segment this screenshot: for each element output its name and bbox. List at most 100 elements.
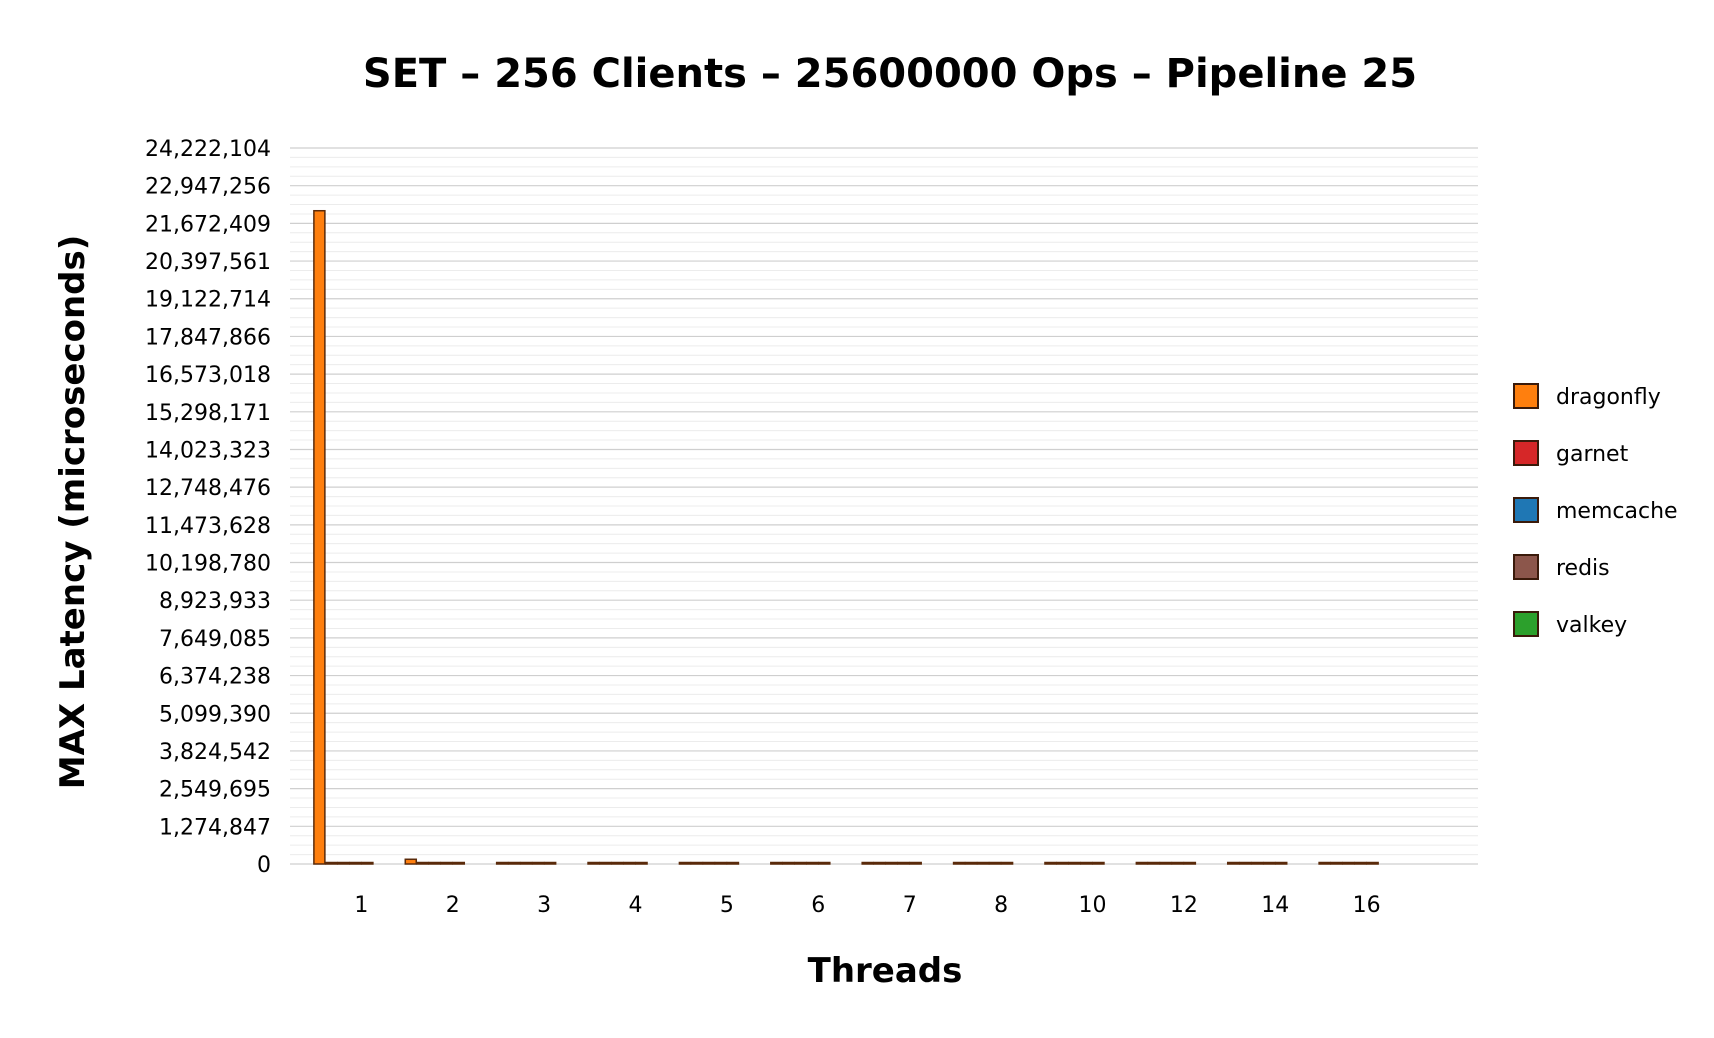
bar-redis-7 — [897, 861, 910, 865]
chart-title: SET – 256 Clients – 25600000 Ops – Pipel… — [363, 51, 1417, 97]
bar-memcache-5 — [702, 861, 716, 865]
bar-redis-1 — [349, 861, 362, 865]
bar-valkey-2 — [452, 861, 466, 865]
y-tick-label: 20,397,561 — [145, 250, 271, 275]
bar-redis-16 — [1354, 861, 1367, 865]
y-tick-label: 2,549,695 — [159, 778, 271, 803]
bar-redis-5 — [714, 861, 728, 865]
legend: dragonfly garnet memcache redis valkey — [1513, 383, 1678, 638]
legend-swatch-memcache — [1513, 497, 1539, 523]
bar-valkey-3 — [543, 861, 557, 865]
bar-valkey-6 — [818, 861, 831, 865]
bar-redis-4 — [623, 861, 636, 865]
bar-garnet-6 — [782, 861, 795, 865]
x-tick-label: 1 — [354, 893, 368, 918]
y-tick-label: 6,374,238 — [159, 665, 271, 690]
legend-swatch-redis — [1513, 554, 1539, 580]
legend-swatch-valkey — [1513, 611, 1539, 637]
bar-memcache-7 — [885, 861, 898, 865]
bar-valkey-16 — [1366, 861, 1379, 865]
bar-redis-6 — [806, 861, 819, 865]
bar-garnet-8 — [964, 861, 978, 865]
y-tick-label: 10,198,780 — [145, 552, 271, 577]
bar-memcache-8 — [976, 861, 990, 865]
y-tick-label: 19,122,714 — [145, 288, 271, 313]
y-tick-label: 15,298,171 — [145, 401, 271, 426]
legend-label-memcache: memcache — [1556, 499, 1678, 524]
y-axis-title: MAX Latency (microseconds) — [53, 235, 93, 790]
bar-memcache-1 — [337, 861, 350, 865]
bar-dragonfly-4 — [587, 861, 600, 865]
bar-garnet-3 — [507, 861, 521, 865]
y-tick-label: 14,023,323 — [145, 438, 271, 463]
y-tick-label: 3,824,542 — [159, 740, 271, 765]
bar-garnet-10 — [1056, 861, 1069, 865]
legend-swatch-garnet — [1513, 440, 1539, 466]
bar-redis-8 — [988, 861, 1002, 865]
bar-memcache-6 — [794, 861, 807, 865]
bar-valkey-12 — [1183, 861, 1197, 865]
bar-memcache-4 — [611, 861, 624, 865]
bar-garnet-16 — [1330, 861, 1343, 865]
bar-garnet-7 — [873, 861, 886, 865]
bars — [313, 209, 1379, 865]
bar-dragonfly-2 — [404, 858, 418, 865]
bar-valkey-7 — [909, 861, 922, 865]
bar-garnet-5 — [690, 861, 704, 865]
bar-redis-14 — [1262, 861, 1276, 865]
legend-label-valkey: valkey — [1556, 613, 1627, 638]
x-tick-label: 8 — [994, 893, 1008, 918]
bar-dragonfly-14 — [1226, 861, 1240, 865]
bar-dragonfly-16 — [1318, 861, 1331, 865]
x-tick-label: 4 — [629, 893, 643, 918]
y-tick-label: 1,274,847 — [159, 815, 271, 840]
bar-garnet-1 — [325, 861, 338, 865]
y-tick-label: 16,573,018 — [145, 363, 271, 388]
bar-memcache-12 — [1159, 861, 1173, 865]
bar-redis-2 — [440, 861, 454, 865]
bar-dragonfly-8 — [952, 861, 966, 865]
bar-dragonfly-12 — [1135, 861, 1149, 865]
x-tick-label: 7 — [903, 893, 917, 918]
y-tick-label: 7,649,085 — [159, 627, 271, 652]
y-tick-label: 21,672,409 — [145, 212, 271, 237]
y-axis-ticks: 0 1,274,847 2,549,695 3,824,542 5,099,390 6,3… — [145, 137, 271, 878]
bar-garnet-14 — [1238, 861, 1252, 865]
y-tick-label: 22,947,256 — [145, 175, 271, 200]
bar-dragonfly-3 — [495, 861, 509, 865]
bar-garnet-4 — [599, 861, 612, 865]
bar-redis-12 — [1171, 861, 1185, 865]
x-axis-ticks: 1 2 3 4 5 6 7 8 10 12 14 16 — [354, 893, 1380, 918]
x-tick-label: 16 — [1353, 893, 1381, 918]
bar-valkey-14 — [1274, 861, 1288, 865]
bar-dragonfly-10 — [1044, 861, 1057, 865]
legend-label-dragonfly: dragonfly — [1556, 385, 1661, 410]
x-tick-label: 6 — [811, 893, 825, 918]
y-tick-label: 12,748,476 — [145, 476, 271, 501]
bar-valkey-1 — [361, 861, 374, 865]
bar-memcache-10 — [1068, 861, 1081, 865]
y-tick-label: 24,222,104 — [145, 137, 271, 162]
bar-valkey-8 — [1000, 861, 1014, 865]
bar-valkey-4 — [635, 861, 648, 865]
y-tick-label: 5,099,390 — [159, 702, 271, 727]
bar-dragonfly-1 — [313, 209, 326, 865]
legend-swatch-dragonfly — [1513, 383, 1539, 409]
legend-label-garnet: garnet — [1556, 442, 1629, 467]
bar-garnet-2 — [416, 861, 430, 865]
y-tick-label: 0 — [257, 853, 271, 878]
bar-memcache-16 — [1342, 861, 1355, 865]
bar-memcache-2 — [428, 861, 442, 865]
x-tick-label: 2 — [446, 893, 460, 918]
legend-label-redis: redis — [1556, 556, 1610, 581]
bar-valkey-5 — [726, 861, 740, 865]
bar-dragonfly-6 — [770, 861, 783, 865]
x-tick-label: 12 — [1170, 893, 1198, 918]
bar-dragonfly-5 — [678, 861, 692, 865]
bar-redis-10 — [1080, 861, 1093, 865]
x-tick-label: 5 — [720, 893, 734, 918]
x-tick-label: 3 — [537, 893, 551, 918]
grid — [290, 147, 1478, 865]
bar-valkey-10 — [1092, 861, 1105, 865]
